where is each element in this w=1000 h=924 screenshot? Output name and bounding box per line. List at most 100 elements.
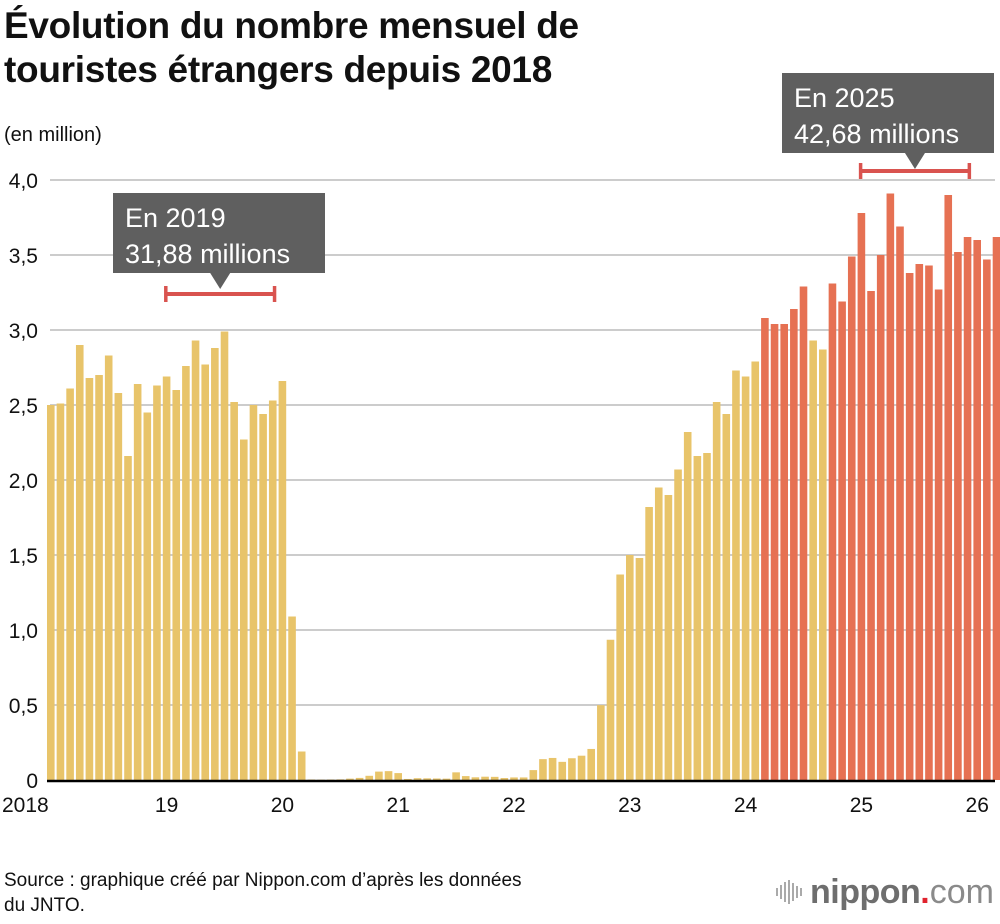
sound-wave-icon bbox=[776, 880, 802, 904]
bar-month bbox=[220, 331, 229, 780]
title-line-2: touristes étrangers depuis 2018 bbox=[4, 49, 552, 90]
bar-month bbox=[201, 364, 209, 780]
annotation-pointer bbox=[210, 273, 231, 289]
bar-month bbox=[539, 759, 547, 780]
annotation-year: En 2019 bbox=[125, 203, 226, 233]
bar-record-month bbox=[780, 324, 788, 780]
bar-month bbox=[568, 758, 576, 780]
bar-month bbox=[683, 432, 692, 780]
bar-month bbox=[712, 402, 721, 780]
bar-record-month bbox=[886, 193, 895, 780]
bar-record-month bbox=[867, 291, 875, 780]
bar-record-month bbox=[944, 195, 953, 780]
source-line-1: Source : graphique créé par Nippon.com d… bbox=[4, 870, 522, 891]
bar-month bbox=[664, 495, 673, 780]
bar-month bbox=[741, 376, 750, 780]
bar-month bbox=[124, 456, 132, 780]
annotation-2019: En 2019 31,88 millions bbox=[113, 193, 325, 302]
bar-record-month bbox=[973, 240, 981, 780]
bar-month bbox=[471, 777, 480, 780]
x-tick-label: 25 bbox=[850, 794, 873, 817]
bar-month bbox=[732, 370, 740, 780]
nippon-logo: nippon. com bbox=[776, 872, 994, 912]
bar-month bbox=[722, 414, 731, 780]
bar-month bbox=[104, 355, 113, 780]
bar-month bbox=[703, 453, 711, 780]
x-tick-label: 2018 bbox=[2, 794, 49, 817]
y-tick-label: 2,5 bbox=[9, 395, 38, 418]
annotation-total: 42,68 millions bbox=[794, 119, 959, 149]
bar-month bbox=[433, 778, 441, 780]
bar-month bbox=[442, 778, 451, 780]
y-tick-label: 3,0 bbox=[9, 320, 38, 343]
bar-record-month bbox=[915, 264, 924, 780]
bar-month bbox=[288, 616, 296, 780]
bar-month bbox=[490, 776, 499, 780]
bar-record-month bbox=[925, 265, 933, 780]
bar-month bbox=[413, 778, 422, 780]
annotation-pointer bbox=[904, 153, 925, 169]
y-axis-unit-label: (en million) bbox=[4, 124, 102, 146]
annotation-box bbox=[782, 73, 994, 153]
bar-month bbox=[809, 340, 817, 780]
bar-record-month bbox=[876, 255, 885, 780]
bar-record-month bbox=[847, 256, 856, 780]
bar-month bbox=[645, 507, 653, 780]
annotations: En 2019 31,88 millions En 2025 42,68 millio… bbox=[113, 73, 994, 302]
bar-month bbox=[558, 761, 567, 780]
bar-record-month bbox=[963, 237, 972, 780]
bar-month bbox=[56, 403, 65, 780]
logo-tld: com bbox=[929, 872, 994, 911]
x-tick-label: 21 bbox=[387, 794, 410, 817]
y-tick-labels: 0 0,5 1,0 1,5 2,0 2,5 3,0 3,5 4,0 bbox=[9, 170, 38, 793]
bar-month bbox=[162, 376, 171, 780]
bar-month bbox=[47, 405, 55, 780]
bars bbox=[47, 193, 1000, 781]
source-note: Source : graphique créé par Nippon.com d… bbox=[4, 868, 522, 918]
bar-month bbox=[346, 778, 354, 780]
y-tick-label: 4,0 bbox=[9, 170, 38, 193]
bar-month bbox=[819, 349, 827, 780]
bar-month bbox=[297, 751, 306, 780]
x-tick-label: 20 bbox=[271, 794, 294, 817]
bar-month bbox=[75, 345, 84, 780]
x-tick-label: 23 bbox=[618, 794, 641, 817]
bar-record-month bbox=[790, 309, 798, 780]
bar-month bbox=[597, 705, 605, 780]
bar-record-month bbox=[838, 301, 846, 780]
annotation-year: En 2025 bbox=[794, 83, 895, 113]
bar-month bbox=[693, 456, 702, 780]
title-line-1: Évolution du nombre mensuel de bbox=[4, 5, 579, 46]
bar-month bbox=[355, 777, 364, 780]
bar-month bbox=[336, 779, 345, 780]
bar-month bbox=[404, 778, 412, 780]
bar-record-month bbox=[799, 286, 808, 780]
bar-month bbox=[626, 555, 634, 780]
bar-month bbox=[143, 412, 152, 780]
bar-month bbox=[172, 390, 181, 780]
bar-month bbox=[211, 348, 219, 780]
x-tick-labels: 2018 19 20 21 22 23 24 25 26 bbox=[2, 794, 989, 817]
bar-month bbox=[587, 748, 595, 780]
bar-record-month bbox=[857, 213, 866, 780]
bar-month bbox=[635, 558, 644, 780]
chart-title: Évolution du nombre mensuel de touristes… bbox=[4, 4, 579, 92]
bar-month bbox=[394, 773, 402, 780]
bar-month bbox=[461, 776, 470, 780]
source-line-2: du JNTO. bbox=[4, 895, 85, 916]
y-tick-label: 2,0 bbox=[9, 470, 38, 493]
bar-month bbox=[384, 771, 393, 780]
bar-month bbox=[654, 487, 663, 780]
bar-month bbox=[375, 771, 383, 780]
annotation-box bbox=[113, 193, 325, 273]
bar-month bbox=[95, 375, 103, 780]
bar-month bbox=[153, 385, 161, 780]
bar-record-month bbox=[905, 273, 914, 780]
bar-month bbox=[751, 361, 760, 780]
x-tick-label: 19 bbox=[155, 794, 178, 817]
bar-record-month bbox=[992, 237, 1000, 780]
annotation-total: 31,88 millions bbox=[125, 239, 290, 269]
y-tick-label: 1,0 bbox=[9, 620, 38, 643]
x-tick-label: 26 bbox=[966, 794, 989, 817]
bar-month bbox=[268, 400, 277, 780]
